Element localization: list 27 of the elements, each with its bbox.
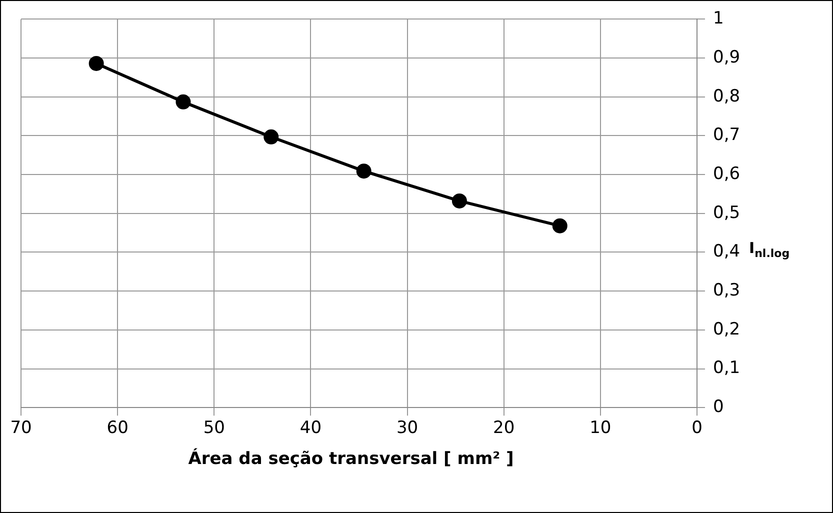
y-tick-label: 0,9 [713,47,740,68]
y-tick-label: 0,4 [713,242,740,262]
x-tick-label: 30 [396,418,418,438]
point [552,218,568,234]
y-axis-title: I$_{nl.log}$ [749,239,790,260]
x-axis-title: Área da seção transversal [ mm² ] [187,449,515,469]
x-tick-label: 50 [203,418,225,438]
y-tick-label: 0,7 [713,125,740,146]
y-tick-label: 0 [713,397,724,418]
point [264,129,279,144]
y-tick-label: 0,2 [713,319,740,340]
x-tick-label: 70 [10,418,32,438]
x-tick-label: 20 [493,418,515,438]
point [356,164,372,179]
point [176,94,191,110]
point [88,56,104,71]
y-tick-label: 0,3 [713,280,740,300]
x-tick-label: 40 [300,418,322,438]
y-tick-label: 0,5 [713,202,740,223]
x-tick-label: 10 [590,418,612,438]
x-tick-label: 60 [106,418,128,438]
y-tick-label: 0,8 [713,86,740,106]
y-tick-label: 0,6 [713,164,740,184]
y-tick-label: 1 [713,8,724,29]
y-tick-label: 0,1 [713,358,740,378]
point [452,193,467,208]
x-tick-label: 0 [692,418,702,438]
